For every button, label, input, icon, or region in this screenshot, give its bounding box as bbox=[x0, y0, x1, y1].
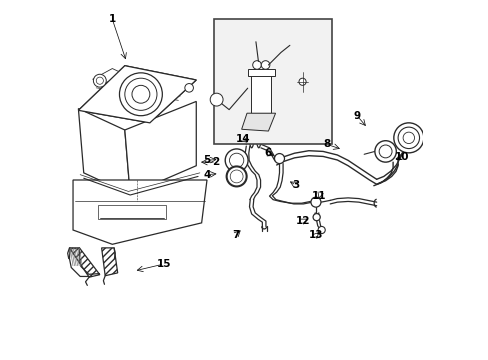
Circle shape bbox=[184, 84, 193, 92]
Circle shape bbox=[310, 197, 320, 207]
Text: 14: 14 bbox=[235, 134, 249, 144]
Circle shape bbox=[312, 213, 320, 221]
Bar bbox=[247, 69, 274, 76]
Polygon shape bbox=[124, 78, 162, 91]
Bar bbox=[251, 74, 271, 113]
Polygon shape bbox=[73, 180, 206, 244]
Polygon shape bbox=[78, 109, 130, 194]
Polygon shape bbox=[241, 113, 275, 131]
Text: 4: 4 bbox=[203, 170, 210, 180]
Text: 9: 9 bbox=[353, 111, 360, 121]
Circle shape bbox=[230, 170, 243, 183]
Circle shape bbox=[393, 123, 423, 153]
Text: 7: 7 bbox=[231, 230, 239, 240]
Circle shape bbox=[378, 145, 391, 158]
Circle shape bbox=[298, 78, 305, 85]
Text: 3: 3 bbox=[292, 180, 299, 190]
Circle shape bbox=[96, 77, 103, 84]
Text: 2: 2 bbox=[212, 157, 219, 167]
Circle shape bbox=[317, 226, 325, 234]
Circle shape bbox=[374, 141, 395, 162]
Polygon shape bbox=[69, 248, 100, 277]
Polygon shape bbox=[78, 66, 196, 123]
Circle shape bbox=[226, 166, 246, 186]
Circle shape bbox=[397, 127, 419, 149]
Circle shape bbox=[124, 78, 157, 111]
Circle shape bbox=[274, 154, 284, 163]
Circle shape bbox=[402, 132, 414, 144]
Polygon shape bbox=[98, 205, 165, 219]
Circle shape bbox=[252, 61, 261, 69]
Circle shape bbox=[132, 85, 149, 103]
Text: 11: 11 bbox=[312, 191, 326, 201]
Text: 13: 13 bbox=[308, 230, 323, 240]
Circle shape bbox=[261, 61, 269, 69]
Polygon shape bbox=[78, 66, 196, 123]
Text: 1: 1 bbox=[108, 14, 116, 24]
Polygon shape bbox=[102, 248, 118, 276]
Text: 6: 6 bbox=[264, 148, 271, 158]
Text: 8: 8 bbox=[323, 139, 329, 149]
Circle shape bbox=[210, 93, 223, 106]
Text: 10: 10 bbox=[394, 152, 408, 162]
Text: 15: 15 bbox=[157, 259, 171, 269]
Polygon shape bbox=[124, 102, 196, 194]
Text: 5: 5 bbox=[203, 156, 210, 165]
Circle shape bbox=[229, 153, 244, 167]
Circle shape bbox=[93, 74, 106, 87]
Circle shape bbox=[119, 73, 162, 116]
Circle shape bbox=[225, 149, 247, 172]
Polygon shape bbox=[93, 68, 123, 84]
FancyBboxPatch shape bbox=[214, 19, 331, 144]
Text: 12: 12 bbox=[296, 216, 310, 226]
